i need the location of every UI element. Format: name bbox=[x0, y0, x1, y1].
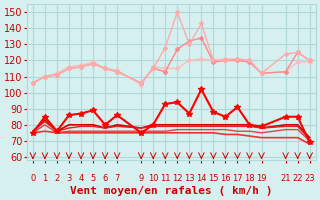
X-axis label: Vent moyen/en rafales ( km/h ): Vent moyen/en rafales ( km/h ) bbox=[70, 186, 273, 196]
